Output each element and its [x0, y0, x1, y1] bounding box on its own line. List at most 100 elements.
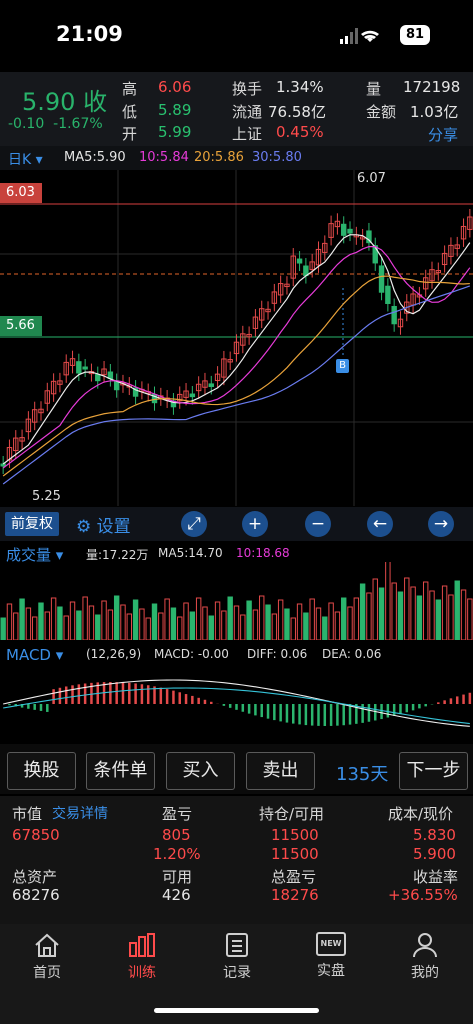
- settings-button[interactable]: ⚙ 设置: [76, 517, 131, 537]
- candle-body: [385, 285, 391, 304]
- pl-value: 805: [162, 826, 191, 844]
- expand-button[interactable]: ⤢: [181, 511, 207, 537]
- tab-train[interactable]: 训练: [112, 932, 172, 982]
- sell-button[interactable]: 卖出: [246, 752, 315, 790]
- user-icon: [413, 933, 437, 958]
- volume-selector[interactable]: 成交量 ▾: [6, 546, 64, 564]
- candle-body: [448, 244, 454, 257]
- candle-body: [441, 252, 448, 266]
- cost-label: 成本/现价: [388, 805, 454, 823]
- candle-body: [366, 230, 372, 244]
- total-assets: 68276: [12, 886, 60, 904]
- period-selector[interactable]: 日K ▾: [8, 152, 43, 168]
- candle-body: [113, 381, 120, 391]
- chart-toolbar: [0, 507, 473, 541]
- volume-bar: [410, 586, 416, 640]
- volume-bar: [397, 591, 404, 640]
- tab-mine[interactable]: 我的: [395, 932, 455, 982]
- volume-bar: [334, 611, 341, 640]
- days-counter: 135天: [336, 764, 389, 785]
- candle-body: [57, 380, 63, 385]
- volume-bar: [391, 582, 397, 640]
- volume-bar: [353, 597, 360, 640]
- expand-icon: ⤢: [187, 514, 201, 534]
- candle-body: [429, 269, 435, 282]
- candle-body: [347, 228, 353, 234]
- volume-bar: [95, 614, 101, 640]
- candle-body: [76, 361, 82, 374]
- candle-body: [259, 308, 265, 321]
- clock: 21:09: [56, 22, 123, 46]
- gear-icon: ⚙: [76, 517, 92, 537]
- arrow-left-icon: ←: [372, 514, 388, 534]
- volume-bar: [284, 608, 290, 640]
- float-value: 76.58亿: [268, 103, 326, 121]
- candle-body: [277, 283, 284, 296]
- switch-stock-button[interactable]: 换股: [7, 752, 76, 790]
- zoom-out-button[interactable]: −: [305, 511, 331, 537]
- volume-bar: [19, 598, 25, 640]
- macd-selector[interactable]: MACD ▾: [6, 646, 64, 664]
- volume-bar: [107, 609, 114, 640]
- candle-body: [183, 390, 189, 398]
- next-step-button[interactable]: 下一步: [399, 752, 468, 790]
- volume-bar: [183, 602, 189, 640]
- candle-body: [208, 383, 214, 388]
- condition-order-button[interactable]: 条件单: [86, 752, 155, 790]
- trade-detail-link[interactable]: 交易详情: [52, 806, 108, 822]
- volume-bar: [378, 587, 385, 640]
- price-change: -0.10 -1.67%: [8, 116, 103, 132]
- scroll-left-button[interactable]: ←: [367, 511, 393, 537]
- ma20-line: [2, 275, 470, 477]
- low-label: 低: [122, 103, 138, 121]
- kline-chart[interactable]: [0, 170, 473, 506]
- yield-label: 收益率: [413, 868, 459, 886]
- volume-bar: [303, 612, 309, 640]
- candle-body: [195, 383, 202, 392]
- high-label: 高: [122, 80, 138, 98]
- candle-body: [284, 283, 290, 288]
- candle-body: [126, 384, 132, 388]
- volume-bar: [132, 599, 139, 640]
- tab-home[interactable]: 首页: [17, 932, 77, 982]
- adjust-button[interactable]: 前复权: [5, 512, 59, 536]
- account-panel: [0, 796, 473, 924]
- volume-bar: [277, 599, 284, 640]
- scroll-right-button[interactable]: →: [428, 511, 454, 537]
- tab-record[interactable]: 记录: [207, 932, 267, 982]
- candle-body: [50, 380, 57, 395]
- candle-body: [422, 277, 429, 290]
- candle-body: [435, 270, 442, 274]
- candle-body: [271, 291, 278, 304]
- volume-ma10: 10:18.68: [236, 546, 290, 560]
- candle-body: [454, 244, 460, 249]
- share-link[interactable]: 分享: [428, 126, 459, 144]
- candle-body: [214, 373, 221, 382]
- amount-label: 金额: [366, 103, 397, 121]
- tab-real[interactable]: NEW 实盘: [301, 932, 361, 980]
- buy-button[interactable]: 买入: [166, 752, 235, 790]
- volume-bar: [202, 606, 208, 640]
- low-value: 5.89: [158, 101, 192, 119]
- quote-panel: [0, 72, 473, 146]
- volume-bar: [82, 596, 88, 640]
- volume-bar: [435, 599, 442, 640]
- candle-body: [359, 236, 366, 240]
- candle-body: [95, 374, 101, 382]
- candle-body: [101, 368, 107, 376]
- candle-body: [25, 418, 32, 433]
- macd-params: (12,26,9): [86, 647, 142, 661]
- volume-bar: [322, 616, 328, 640]
- volume-bar: [44, 611, 51, 640]
- candle-body: [63, 361, 69, 376]
- volume-bar: [271, 613, 278, 640]
- ma5-line: [2, 234, 471, 465]
- volume-bar: [296, 603, 303, 640]
- volume-now: 量:17.22万: [86, 548, 149, 562]
- candle-body: [467, 216, 473, 230]
- candle-body: [246, 333, 252, 338]
- market-value: 67850: [12, 826, 60, 844]
- volume-bar: [448, 594, 454, 640]
- zoom-in-button[interactable]: +: [242, 511, 268, 537]
- volume-bar: [158, 612, 164, 640]
